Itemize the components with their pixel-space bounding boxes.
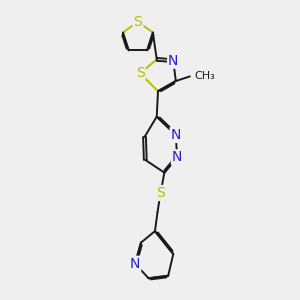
Text: N: N xyxy=(130,257,140,271)
Text: N: N xyxy=(172,150,182,164)
Text: N: N xyxy=(171,128,181,142)
Text: N: N xyxy=(168,54,178,68)
Text: CH₃: CH₃ xyxy=(194,71,215,81)
Text: S: S xyxy=(156,186,165,200)
Text: S: S xyxy=(134,15,142,29)
Text: S: S xyxy=(136,66,145,80)
